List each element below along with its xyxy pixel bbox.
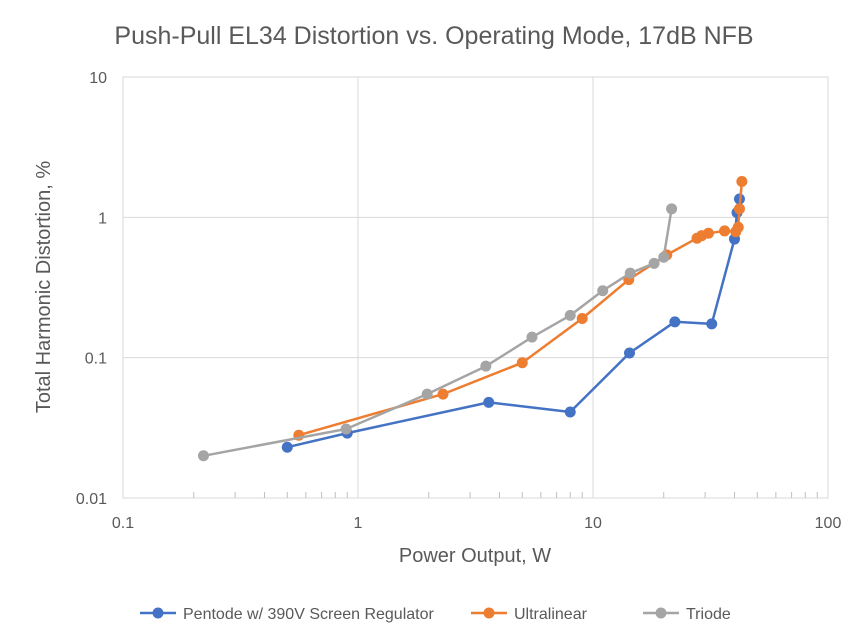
legend-label: Triode (686, 606, 731, 623)
data-point (516, 357, 528, 369)
data-point (340, 423, 352, 435)
y-tick-label: 1 (98, 210, 107, 227)
plot-area-border (122, 76, 829, 499)
series-layer (197, 176, 748, 462)
gridlines (123, 77, 828, 498)
legend-entry: Triode (643, 606, 731, 623)
data-point (702, 227, 714, 239)
y-axis-ticks: 0.01 0.1 1 10 (76, 70, 107, 508)
legend-label: Ultralinear (514, 606, 588, 623)
legend-entry: Pentode w/ 390V Screen Regulator (140, 606, 435, 623)
data-point (658, 251, 670, 263)
data-point (733, 203, 745, 215)
series-line (203, 208, 673, 458)
data-point (736, 176, 748, 188)
data-point (564, 406, 576, 418)
y-tick-label: 0.1 (85, 351, 107, 368)
data-point (669, 316, 681, 328)
plot-frame (122, 76, 829, 499)
legend-marker (483, 607, 495, 619)
data-point (526, 331, 538, 343)
series-1 (281, 193, 745, 453)
series-line (298, 181, 744, 437)
data-point (706, 318, 718, 330)
data-point (197, 450, 209, 462)
x-axis-label: Power Output, W (399, 545, 551, 567)
x-tick-label: 0.1 (112, 515, 134, 532)
chart-title: Push-Pull EL34 Distortion vs. Operating … (114, 22, 753, 50)
legend: Pentode w/ 390V Screen Regulator Ultralin… (140, 606, 731, 623)
data-point (732, 221, 744, 233)
data-point (437, 388, 449, 400)
x-tick-label: 10 (584, 515, 602, 532)
data-point (480, 360, 492, 372)
data-point (576, 313, 588, 325)
data-point (719, 225, 731, 237)
x-tick-label: 100 (815, 515, 842, 532)
legend-marker (655, 607, 667, 619)
data-point (564, 309, 576, 321)
x-axis-ticks: 0.1 1 10 100 (112, 515, 842, 532)
data-point (624, 347, 636, 359)
data-point (624, 267, 636, 279)
legend-label: Pentode w/ 390V Screen Regulator (183, 606, 435, 623)
data-point (666, 203, 678, 215)
data-point (483, 396, 495, 408)
y-axis-label: Total Harmonic Distortion, % (33, 161, 55, 414)
y-tick-label: 10 (89, 70, 107, 87)
legend-marker (152, 607, 164, 619)
data-point (597, 285, 609, 297)
data-point (281, 441, 293, 453)
data-point (648, 257, 660, 269)
y-tick-label: 0.01 (76, 491, 107, 508)
x-tick-label: 1 (354, 515, 363, 532)
series-2 (293, 176, 748, 441)
data-point (421, 388, 433, 400)
series-3 (197, 203, 678, 462)
legend-entry: Ultralinear (471, 606, 588, 623)
